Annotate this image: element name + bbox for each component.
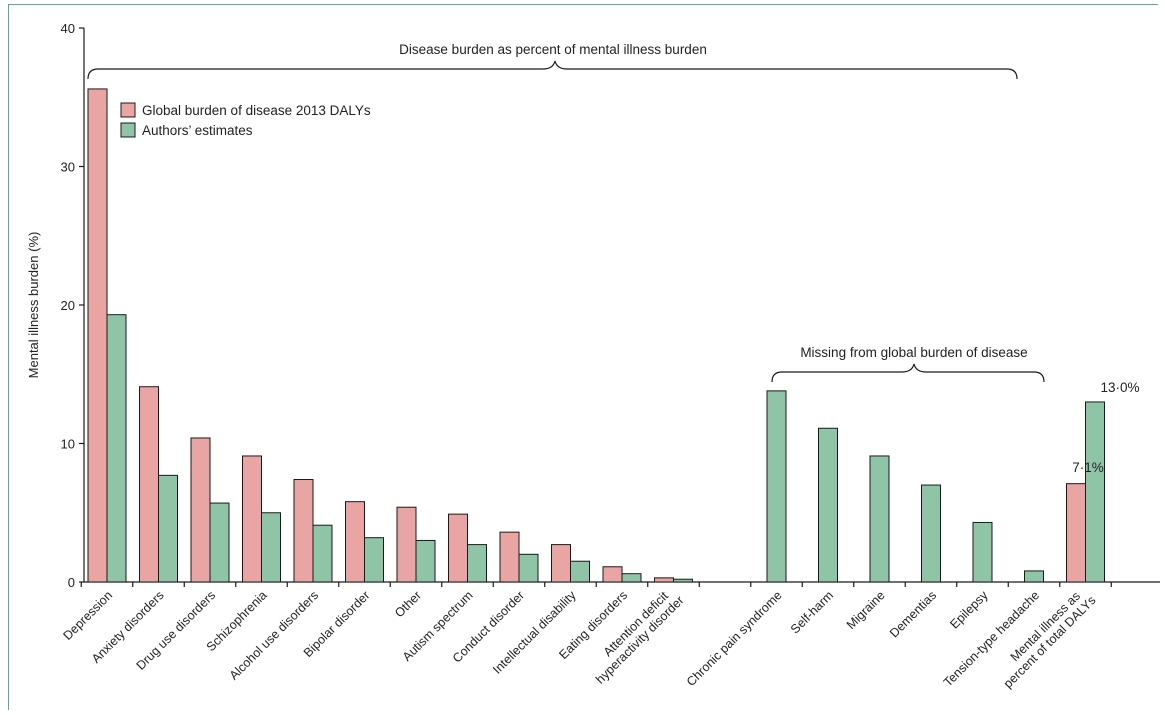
bar-gbd [448, 513, 468, 583]
bar-gbd [87, 88, 108, 583]
gbd-total-label: 7·1% [1072, 460, 1104, 475]
x-category-label: Migraine [844, 588, 888, 632]
x-category-label: Chronic pain syndrome [684, 588, 785, 689]
bar-authors [312, 524, 333, 583]
bar-authors [621, 573, 642, 583]
bar-authors [209, 502, 230, 583]
bar-authors [570, 560, 590, 583]
bar-authors [921, 484, 941, 583]
bracket-main [87, 60, 1018, 80]
y-axis-title: Mental illness burden (%) [26, 232, 41, 379]
bar-gbd [602, 566, 623, 583]
bar-authors [869, 455, 890, 583]
x-category-label: Depression [61, 588, 116, 643]
bar-authors [972, 521, 993, 583]
legend-label-authors: Authors’ estimates [142, 123, 253, 138]
y-tick-label: 30 [61, 160, 75, 175]
bar-authors [364, 537, 384, 583]
bar-authors [1024, 570, 1044, 583]
bar-gbd [139, 386, 159, 583]
legend: Global burden of disease 2013 DALYs Auth… [120, 102, 371, 138]
legend-swatch-authors [120, 122, 136, 138]
x-category-label: Epilepsy [947, 588, 991, 632]
x-category-label: Attention deficithyperactivity disorder [583, 583, 686, 686]
bar-gbd [551, 544, 571, 583]
bar-authors [673, 578, 693, 583]
authors-total-label: 13·0% [1100, 380, 1139, 395]
bar-authors [106, 314, 127, 583]
y-tick-label: 10 [61, 437, 75, 452]
bar-gbd [190, 437, 211, 583]
x-category-label: Alcohol use disorders [227, 588, 321, 682]
bracket-missing-label: Missing from global burden of disease [800, 345, 1027, 360]
legend-label-gbd: Global burden of disease 2013 DALYs [142, 103, 371, 118]
x-category-label: Other [392, 588, 424, 620]
bar-gbd [396, 506, 417, 583]
bracket-main-label: Disease burden as percent of mental illn… [399, 42, 707, 57]
bar-authors [818, 427, 838, 583]
bar-gbd [654, 577, 674, 583]
bar-gbd [293, 479, 314, 583]
bar-gbd [499, 531, 520, 583]
x-category-label: Self-harm [788, 588, 836, 636]
legend-swatch-gbd [120, 102, 136, 118]
bar-authors [766, 390, 787, 583]
bar-authors [1085, 401, 1105, 583]
bar-authors [518, 553, 539, 583]
bar-gbd [1066, 483, 1086, 583]
bar-authors [261, 512, 281, 583]
bracket-missing [771, 363, 1045, 383]
x-category-label: Mental illness aspercent of total DALYs [991, 583, 1099, 691]
x-category-label: Dementias [887, 588, 939, 640]
y-tick-label: 20 [61, 298, 75, 313]
bar-authors [158, 474, 178, 583]
bar-authors [415, 539, 436, 583]
bar-gbd [242, 455, 262, 583]
bar-authors [467, 544, 487, 583]
bar-gbd [345, 501, 365, 583]
y-tick-label: 0 [68, 575, 75, 590]
chart-frame [8, 4, 1158, 710]
y-tick-label: 40 [61, 21, 75, 36]
